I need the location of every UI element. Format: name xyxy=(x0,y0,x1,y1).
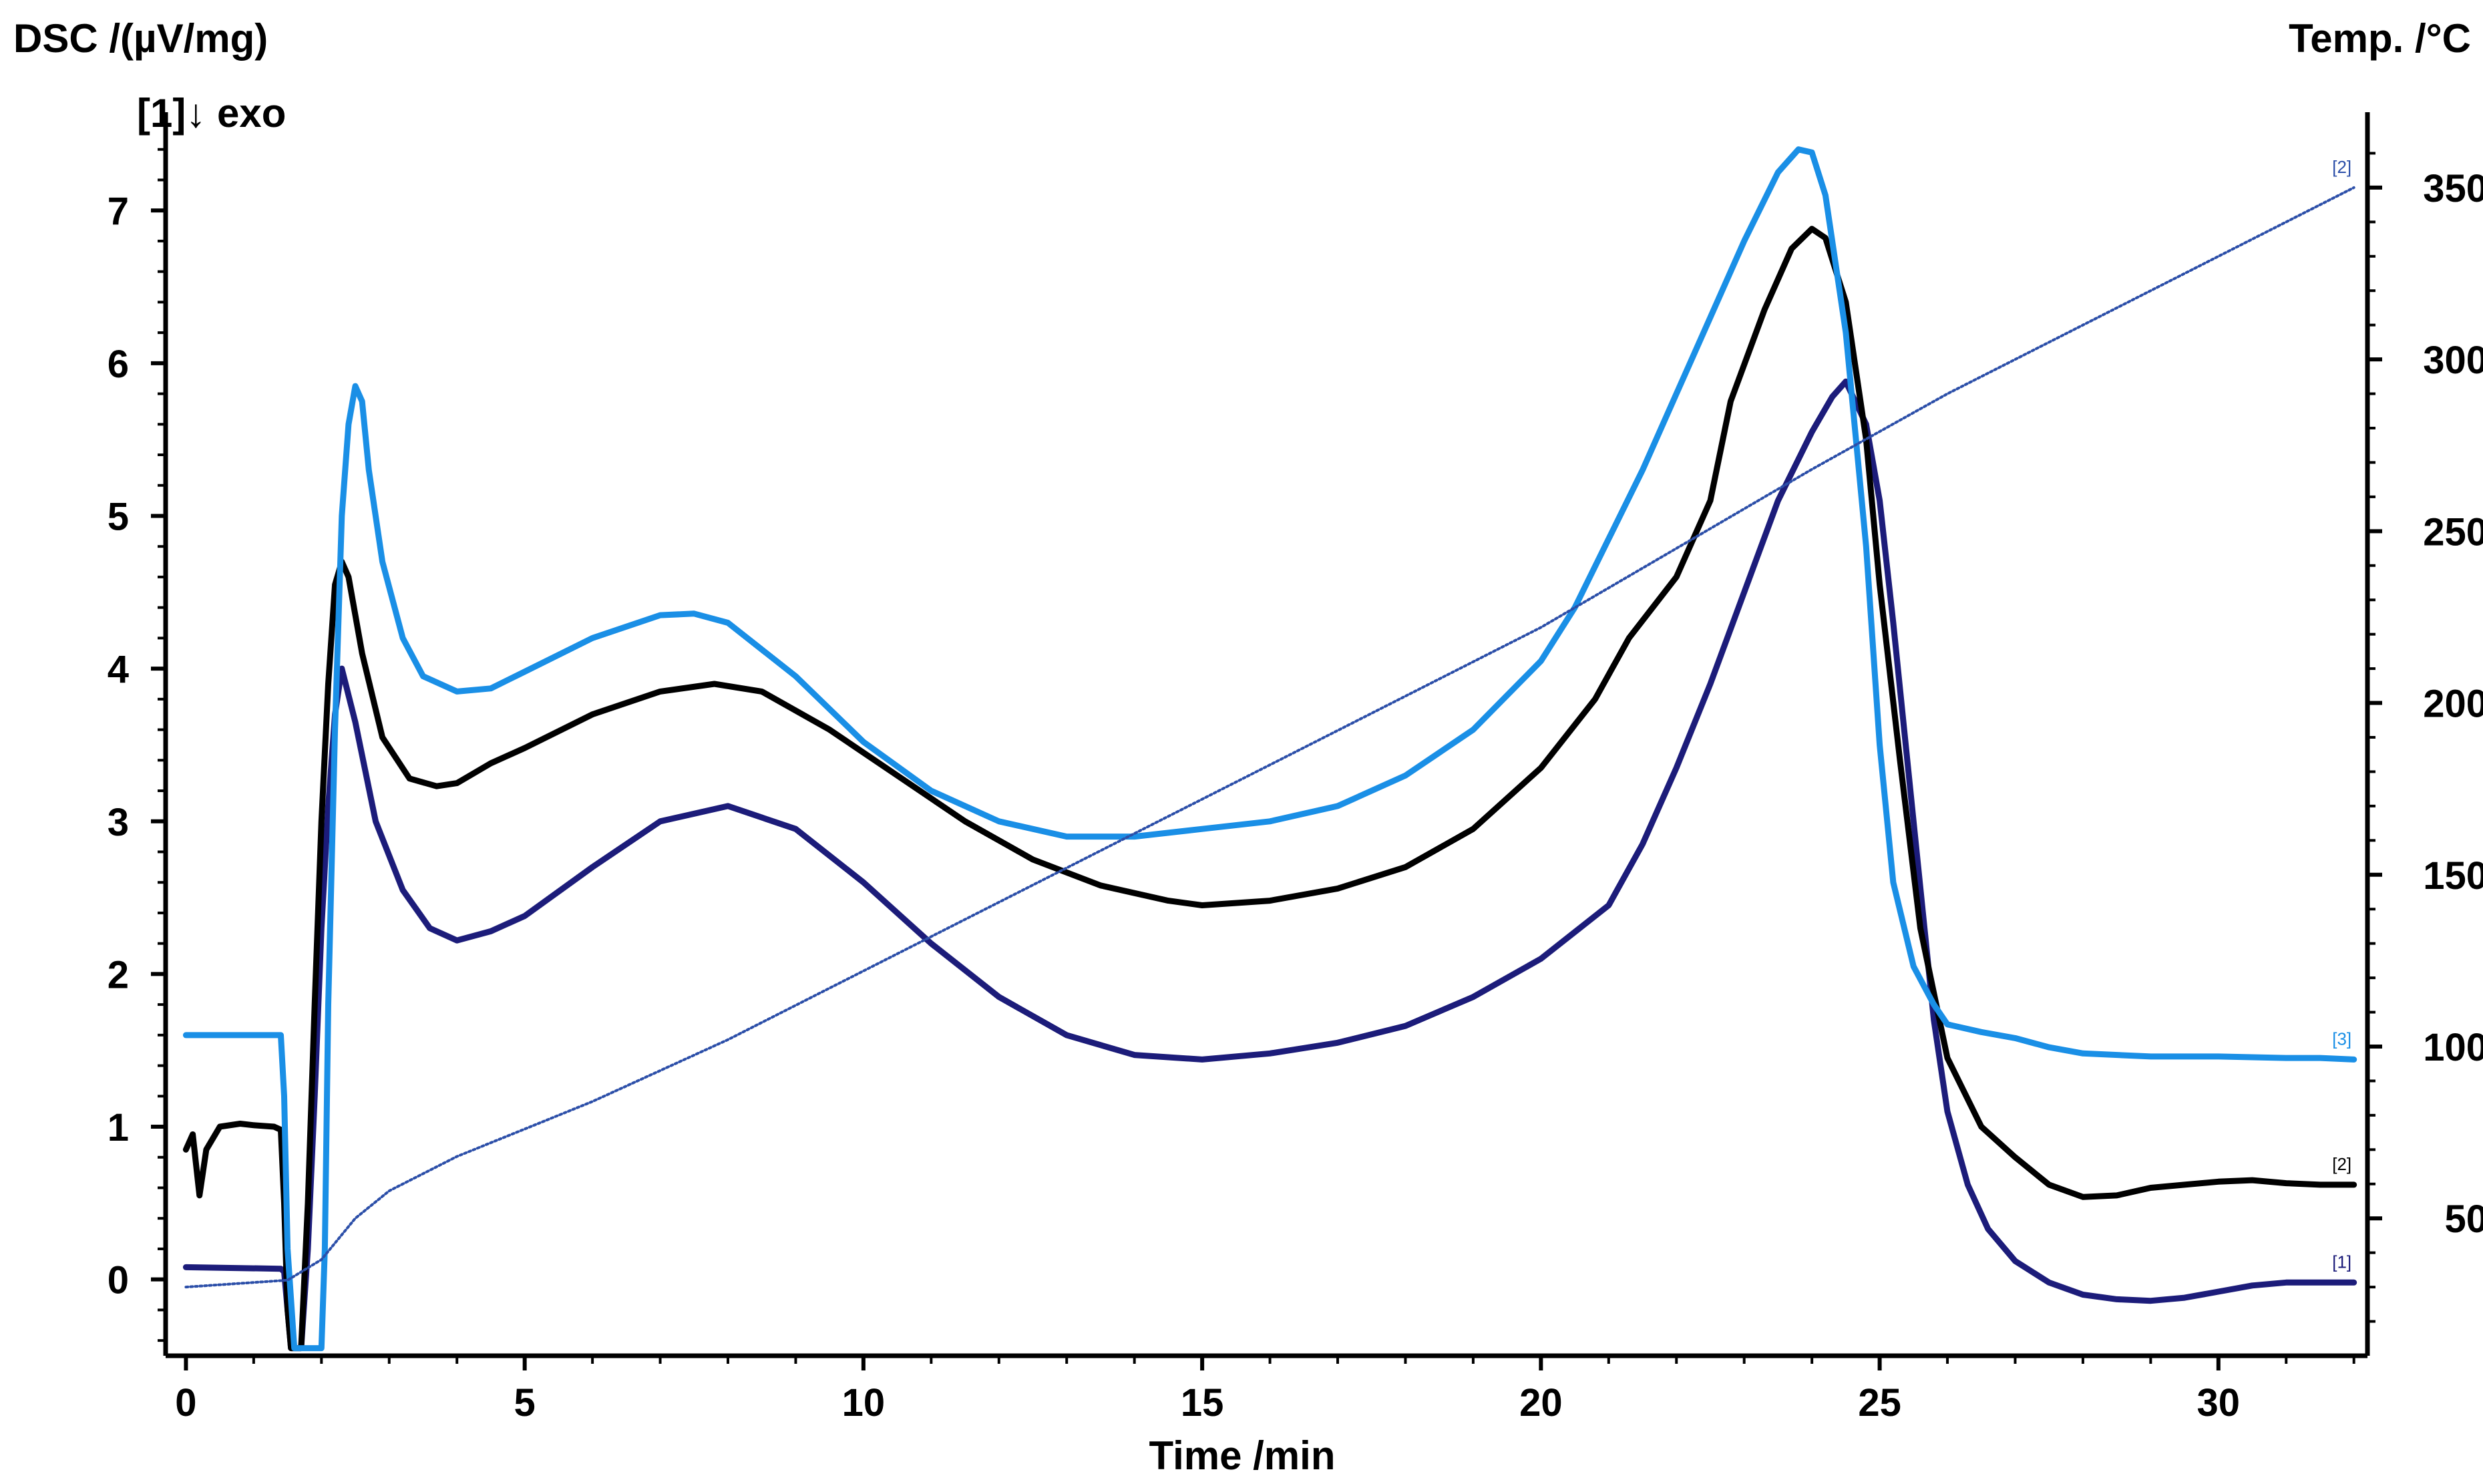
x-axis-ticks: 0 5 10 15 20 25 30 xyxy=(175,1356,2355,1425)
curve-end-labels: [1] [2] [3] [2] xyxy=(2332,157,2351,1272)
y-right-tick-label: 350 xyxy=(2423,167,2483,210)
exo-marker: [1]↓ exo xyxy=(137,91,286,136)
left-axis-ticks: 0 1 2 3 4 5 6 7 xyxy=(108,148,166,1342)
y-left-tick-label: 6 xyxy=(108,343,129,386)
y-right-tick-label: 250 xyxy=(2423,510,2483,554)
y-left-tick-label: 3 xyxy=(108,801,129,844)
series-line-4 xyxy=(184,186,2355,1289)
y-right-tick-label: 200 xyxy=(2423,683,2483,726)
series-line-3 xyxy=(182,146,2357,1352)
series-line-2 xyxy=(182,226,2357,1352)
right-axis-ticks: 50 100 150 200 250 300 350 xyxy=(2367,152,2483,1323)
y-left-tick-label: 5 xyxy=(108,495,129,538)
curve-end-label-4: [2] xyxy=(2332,157,2351,177)
y-right-tick-label: 100 xyxy=(2423,1026,2483,1069)
x-tick-label: 15 xyxy=(1181,1381,1224,1425)
x-tick-label: 0 xyxy=(175,1381,196,1425)
x-tick-label: 10 xyxy=(842,1381,886,1425)
x-axis-title: Time /min xyxy=(1149,1433,1336,1478)
curve-end-label-3: [3] xyxy=(2332,1029,2351,1049)
series-line-1 xyxy=(182,378,2357,1352)
y-left-tick-label: 2 xyxy=(108,953,129,996)
y-left-tick-label: 0 xyxy=(108,1259,129,1302)
y-right-tick-label: 50 xyxy=(2444,1197,2483,1241)
left-axis-title: DSC /(µV/mg) xyxy=(13,16,268,61)
x-tick-label: 20 xyxy=(1519,1381,1563,1425)
curve-end-label-1: [1] xyxy=(2332,1252,2351,1272)
x-tick-label: 5 xyxy=(514,1381,536,1425)
right-axis-title: Temp. /°C xyxy=(2289,16,2471,61)
y-right-tick-label: 150 xyxy=(2423,854,2483,898)
series-lines xyxy=(182,146,2357,1352)
x-tick-label: 25 xyxy=(1858,1381,1901,1425)
curve-end-label-2: [2] xyxy=(2332,1154,2351,1174)
y-left-tick-label: 7 xyxy=(108,190,129,233)
x-tick-label: 30 xyxy=(2197,1381,2241,1425)
plot-frame xyxy=(163,112,2370,1358)
y-left-tick-label: 4 xyxy=(108,648,129,691)
y-left-tick-label: 1 xyxy=(108,1106,129,1149)
y-right-tick-label: 300 xyxy=(2423,339,2483,382)
